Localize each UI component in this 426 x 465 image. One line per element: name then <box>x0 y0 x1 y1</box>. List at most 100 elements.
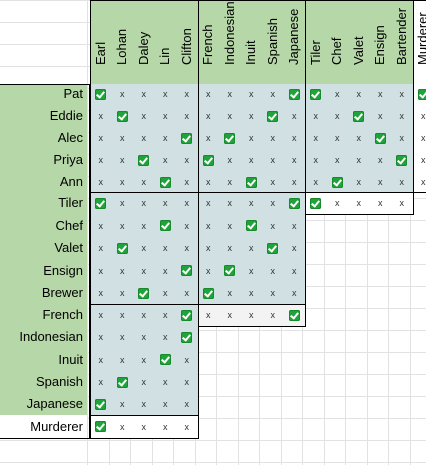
grid-cell[interactable] <box>90 192 112 214</box>
grid-cell[interactable]: x <box>326 192 348 214</box>
grid-cell[interactable] <box>305 192 327 214</box>
grid-cell[interactable]: x <box>176 104 198 128</box>
grid-cell[interactable]: x <box>197 104 219 128</box>
grid-cell[interactable]: x <box>111 348 133 371</box>
grid-cell[interactable]: x <box>176 348 198 371</box>
grid-cell[interactable] <box>262 104 284 128</box>
grid-cell[interactable]: x <box>111 415 133 438</box>
grid-cell[interactable] <box>111 371 133 393</box>
grid-cell[interactable] <box>154 348 176 371</box>
grid-cell[interactable]: x <box>197 259 219 282</box>
grid-cell[interactable]: x <box>111 192 133 214</box>
grid-cell[interactable] <box>176 326 198 348</box>
grid-cell[interactable]: x <box>154 371 176 393</box>
grid-cell[interactable]: x <box>326 148 348 172</box>
grid-cell[interactable] <box>412 84 426 104</box>
grid-cell[interactable]: x <box>154 415 176 438</box>
grid-cell[interactable]: x <box>305 148 327 172</box>
grid-cell[interactable]: x <box>133 326 155 348</box>
grid-cell[interactable]: x <box>240 259 262 282</box>
grid-cell[interactable] <box>197 148 219 172</box>
grid-cell[interactable] <box>111 237 133 259</box>
grid-cell[interactable]: x <box>219 304 241 326</box>
grid-cell[interactable]: x <box>133 371 155 393</box>
grid-cell[interactable]: x <box>197 84 219 104</box>
grid-cell[interactable]: x <box>348 148 370 172</box>
grid-cell[interactable]: x <box>111 393 133 415</box>
grid-cell[interactable] <box>391 148 413 172</box>
grid-cell[interactable]: x <box>283 104 305 128</box>
grid-cell[interactable]: x <box>391 192 413 214</box>
grid-cell[interactable]: x <box>90 214 112 237</box>
grid-cell[interactable]: x <box>176 192 198 214</box>
grid-cell[interactable]: x <box>219 237 241 259</box>
grid-cell[interactable]: x <box>219 282 241 304</box>
grid-cell[interactable]: x <box>90 326 112 348</box>
grid-cell[interactable]: x <box>262 282 284 304</box>
grid-cell[interactable]: x <box>133 415 155 438</box>
grid-cell[interactable] <box>240 214 262 237</box>
grid-cell[interactable]: x <box>369 148 391 172</box>
grid-cell[interactable]: x <box>154 192 176 214</box>
grid-cell[interactable]: x <box>197 192 219 214</box>
grid-cell[interactable]: x <box>348 84 370 104</box>
grid-cell[interactable]: x <box>283 282 305 304</box>
grid-cell[interactable]: x <box>90 348 112 371</box>
grid-cell[interactable]: x <box>111 148 133 172</box>
grid-cell[interactable]: x <box>369 84 391 104</box>
grid-cell[interactable]: x <box>154 393 176 415</box>
grid-cell[interactable] <box>283 84 305 104</box>
grid-cell[interactable]: x <box>111 84 133 104</box>
grid-cell[interactable] <box>240 172 262 192</box>
grid-cell[interactable]: x <box>90 104 112 128</box>
grid-cell[interactable]: x <box>391 128 413 148</box>
grid-cell[interactable]: x <box>348 172 370 192</box>
grid-cell[interactable]: x <box>262 128 284 148</box>
grid-cell[interactable]: x <box>197 128 219 148</box>
grid-cell[interactable]: x <box>90 128 112 148</box>
grid-cell[interactable]: x <box>305 172 327 192</box>
grid-cell[interactable]: x <box>240 148 262 172</box>
grid-cell[interactable]: x <box>154 104 176 128</box>
grid-cell[interactable]: x <box>90 259 112 282</box>
grid-cell[interactable]: x <box>197 237 219 259</box>
grid-cell[interactable]: x <box>154 148 176 172</box>
grid-cell[interactable]: x <box>133 259 155 282</box>
grid-cell[interactable] <box>176 304 198 326</box>
grid-cell[interactable]: x <box>240 282 262 304</box>
grid-cell[interactable]: x <box>219 104 241 128</box>
grid-cell[interactable]: x <box>176 371 198 393</box>
grid-cell[interactable]: x <box>111 128 133 148</box>
grid-cell[interactable]: x <box>240 84 262 104</box>
grid-cell[interactable]: x <box>412 148 426 172</box>
grid-cell[interactable]: x <box>176 84 198 104</box>
grid-cell[interactable]: x <box>219 172 241 192</box>
grid-cell[interactable] <box>369 128 391 148</box>
grid-cell[interactable]: x <box>412 172 426 192</box>
grid-cell[interactable] <box>197 282 219 304</box>
grid-cell[interactable] <box>348 104 370 128</box>
grid-cell[interactable]: x <box>391 104 413 128</box>
grid-cell[interactable]: x <box>262 84 284 104</box>
grid-cell[interactable] <box>133 148 155 172</box>
grid-cell[interactable]: x <box>326 104 348 128</box>
grid-cell[interactable]: x <box>262 304 284 326</box>
grid-cell[interactable]: x <box>90 237 112 259</box>
grid-cell[interactable]: x <box>262 192 284 214</box>
grid-cell[interactable]: x <box>412 128 426 148</box>
grid-cell[interactable]: x <box>133 192 155 214</box>
grid-cell[interactable]: x <box>197 214 219 237</box>
grid-cell[interactable] <box>283 192 305 214</box>
grid-cell[interactable]: x <box>133 393 155 415</box>
grid-cell[interactable]: x <box>283 172 305 192</box>
grid-cell[interactable]: x <box>262 148 284 172</box>
grid-cell[interactable]: x <box>176 415 198 438</box>
grid-cell[interactable]: x <box>133 84 155 104</box>
grid-cell[interactable]: x <box>197 172 219 192</box>
grid-cell[interactable] <box>305 84 327 104</box>
grid-cell[interactable]: x <box>176 237 198 259</box>
grid-cell[interactable] <box>90 415 112 438</box>
grid-cell[interactable]: x <box>219 214 241 237</box>
grid-cell[interactable]: x <box>176 148 198 172</box>
grid-cell[interactable]: x <box>262 172 284 192</box>
